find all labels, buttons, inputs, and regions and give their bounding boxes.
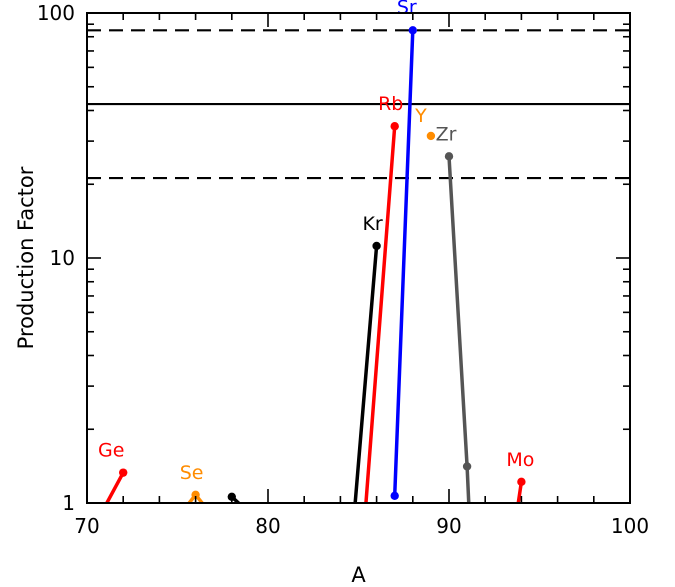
y-tick-label: 1 (62, 491, 75, 515)
series-label: Ge (98, 440, 124, 462)
series-rb: Rb (364, 93, 403, 503)
data-point (119, 468, 128, 477)
y-axis-label: Production Factor (14, 166, 38, 349)
series-se: Se (180, 462, 205, 503)
series-mo: Mo (506, 449, 534, 503)
plot-frame (86, 12, 631, 504)
series-label: Mo (506, 449, 534, 471)
series-line (364, 124, 397, 503)
data-point (191, 490, 200, 500)
data-point (426, 131, 436, 141)
series-layer: Ge Se Kr Rb Sr Y Zr Mo (98, 0, 534, 503)
data-point (390, 491, 399, 501)
y-tick-label: 100 (37, 1, 75, 25)
series-label: Zr (436, 123, 457, 145)
x-tick-label: 80 (255, 514, 280, 538)
series-kr: Kr (353, 213, 383, 503)
series-line (353, 244, 379, 503)
x-tick-label: 100 (611, 514, 649, 538)
series-label: Se (180, 462, 204, 484)
y-tick-label: 10 (50, 246, 75, 270)
data-point (408, 26, 417, 35)
series-label: Kr (362, 213, 382, 235)
data-point (462, 462, 472, 471)
series-line (104, 470, 125, 503)
tick-layer (86, 12, 631, 504)
reference-lines (87, 29, 630, 180)
data-point (372, 241, 381, 251)
x-tick-label: 70 (74, 514, 99, 538)
data-point (390, 122, 399, 131)
series-line (392, 28, 415, 498)
data-point (444, 152, 454, 161)
series-y: Y (414, 105, 436, 141)
data-point (517, 477, 526, 487)
series-label: Sr (397, 0, 417, 18)
series-sr: Sr (390, 0, 417, 501)
series-ge: Ge (98, 440, 128, 503)
series-line (447, 154, 471, 503)
series-label: Rb (378, 93, 403, 115)
series-zr: Zr (436, 123, 472, 503)
x-tick-label: 90 (436, 514, 461, 538)
series-label: Y (414, 105, 427, 127)
x-axis-label: A (351, 563, 366, 587)
